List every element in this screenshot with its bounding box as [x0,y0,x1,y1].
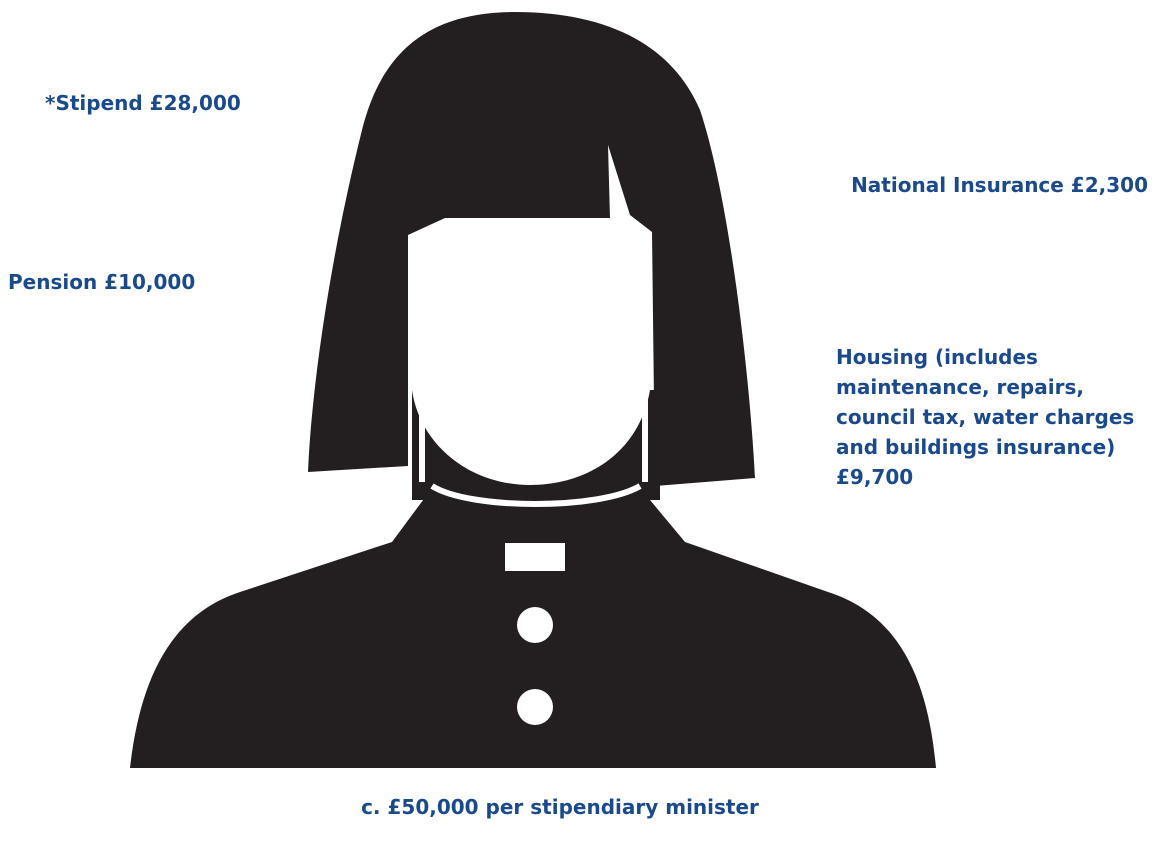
housing-label: Housing (includes maintenance, repairs, … [836,345,1135,489]
button [517,689,553,725]
face [412,217,650,485]
national-insurance-label: National Insurance £2,300 [851,173,1148,197]
collar-tab [505,543,565,571]
neck-outline [419,400,648,507]
total-label: c. £50,000 per stipendiary minister [361,795,759,819]
stipend-label: *Stipend £28,000 [45,91,241,115]
button [517,607,553,643]
hair [308,12,755,486]
pension-label: Pension £10,000 [8,270,196,294]
